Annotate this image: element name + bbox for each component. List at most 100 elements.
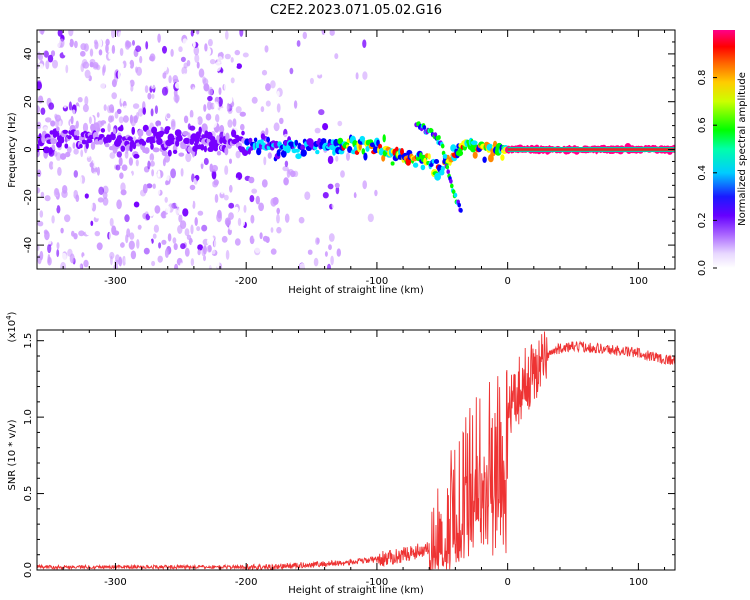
noise-blob [37, 105, 41, 114]
noise-blob [198, 68, 205, 78]
noise-blob [183, 185, 188, 191]
noise-blob [190, 258, 195, 267]
noise-blob [118, 256, 123, 267]
noise-blob [77, 97, 83, 103]
noise-blob [251, 96, 258, 104]
noise-blob [175, 94, 179, 104]
ridge-blob [249, 146, 254, 151]
noise-blob [224, 165, 229, 176]
noise-blob [48, 35, 53, 45]
noise-blob [299, 77, 304, 88]
noise-blob [161, 56, 167, 62]
noise-blob [269, 241, 273, 248]
noise-blob [318, 109, 325, 116]
x-tick-label: 0 [504, 577, 510, 588]
noise-blob [120, 242, 125, 248]
noise-blob [232, 165, 240, 172]
noise-blob [188, 102, 194, 108]
noise-blob [148, 209, 154, 217]
noise-blob [196, 61, 200, 69]
noise-blob [136, 173, 142, 179]
noise-blob [233, 243, 238, 251]
noise-blob [260, 242, 267, 252]
noise-blob [235, 150, 241, 159]
noise-blob [299, 96, 305, 105]
noise-blob [102, 64, 106, 73]
noise-blob [102, 197, 109, 206]
noise-blob [181, 66, 188, 75]
spectrogram-heatmap [37, 30, 675, 269]
noise-blob [89, 162, 94, 168]
noise-blob [122, 72, 127, 81]
noise-blob [304, 191, 311, 200]
ridge-blob [97, 127, 101, 132]
noise-blob [212, 258, 217, 266]
noise-blob [109, 217, 114, 227]
noise-blob [96, 242, 103, 251]
noise-blob [152, 183, 156, 189]
noise-blob [217, 253, 220, 260]
noise-blob [289, 51, 293, 58]
noise-blob [270, 80, 276, 89]
noise-blob [261, 69, 268, 76]
x-tick-label: -100 [366, 577, 389, 588]
noise-blob [207, 38, 213, 47]
noise-blob [157, 170, 161, 178]
noise-blob [207, 89, 213, 95]
noise-blob [108, 52, 113, 60]
noise-blob [168, 41, 172, 50]
noise-blob [92, 248, 99, 255]
noise-blob [194, 118, 199, 125]
noise-blob [206, 238, 213, 246]
noise-blob [325, 90, 330, 97]
noise-blob [170, 48, 174, 57]
noise-blob [276, 226, 282, 234]
ridge-blob [310, 140, 314, 147]
noise-blob [207, 181, 213, 189]
noise-blob [147, 237, 151, 243]
noise-blob [37, 244, 40, 251]
noise-blob [46, 239, 52, 245]
x-tick-label: 100 [629, 276, 648, 287]
noise-blob [322, 123, 329, 131]
noise-blob [38, 95, 44, 104]
noise-blob [255, 195, 260, 205]
y-tick-label: 20 [23, 95, 34, 108]
noise-blob [214, 193, 219, 203]
noise-blob [178, 46, 183, 53]
noise-blob [323, 112, 329, 118]
noise-blob [197, 116, 203, 126]
noise-blob [119, 172, 124, 179]
noise-blob [120, 83, 124, 90]
noise-blob [252, 112, 256, 119]
y-tick-label: 1.0 [23, 409, 34, 425]
noise-blob [194, 93, 199, 100]
noise-blob [76, 155, 82, 161]
noise-blob [224, 53, 231, 60]
noise-blob [261, 179, 268, 188]
y-tick-label: 0.0 [23, 562, 34, 578]
noise-blob [161, 210, 166, 219]
noise-blob [190, 224, 194, 235]
noise-blob [109, 251, 115, 260]
noise-blob [154, 105, 158, 114]
noise-blob [150, 62, 157, 71]
noise-blob [141, 35, 146, 42]
spectrogram-y-ticks: -40 -20 0 20 40 [23, 29, 675, 270]
noise-blob [292, 160, 298, 170]
noise-blob [239, 252, 244, 259]
ridge-blob [178, 134, 183, 141]
noise-blob [50, 50, 56, 57]
noise-blob [205, 113, 212, 121]
ridge-blob [200, 144, 205, 151]
branch-blob [443, 154, 448, 159]
noise-blob [56, 242, 60, 250]
noise-blob [204, 232, 208, 238]
noise-blob [124, 214, 130, 223]
noise-blob [117, 31, 122, 40]
ridge-blob [54, 131, 60, 137]
noise-blob [315, 247, 319, 254]
noise-blob [320, 238, 327, 245]
ridge-blob [164, 126, 171, 131]
noise-blob [52, 59, 58, 69]
